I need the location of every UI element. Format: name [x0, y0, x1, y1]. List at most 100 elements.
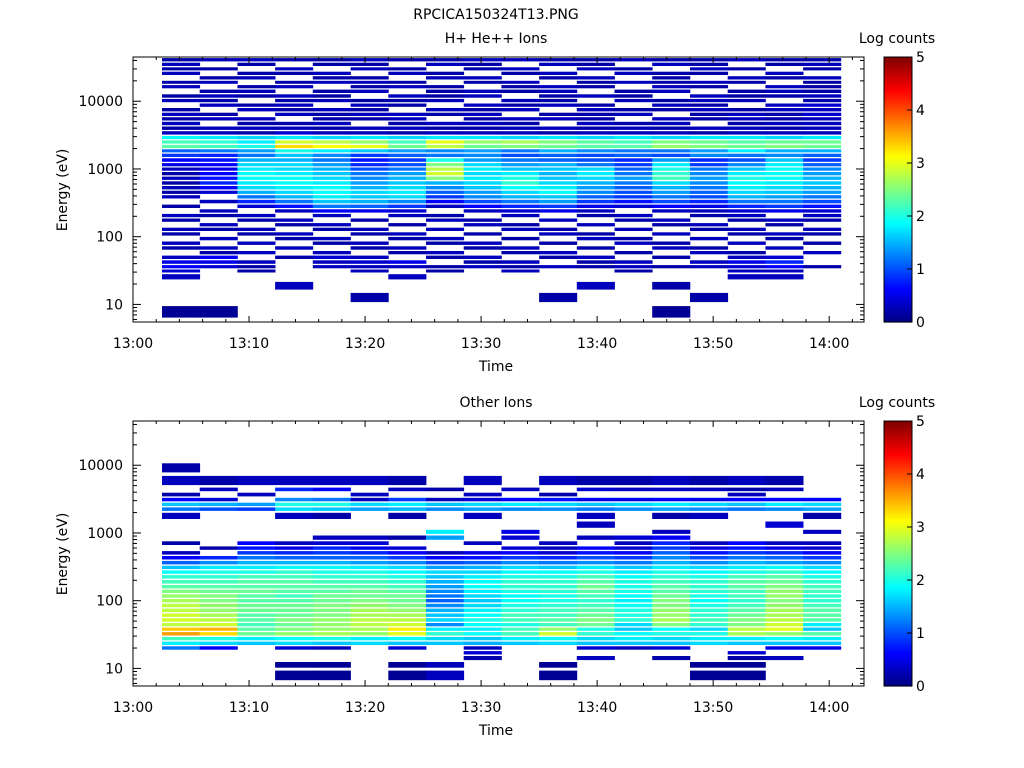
heatmap-cell [275, 627, 314, 631]
colorbar-segment [884, 542, 912, 546]
heatmap-cell [312, 209, 351, 213]
heatmap-cell [312, 487, 351, 492]
heatmap-cell [162, 58, 201, 62]
heatmap-cell [275, 103, 314, 107]
heatmap-cell [652, 627, 691, 631]
heatmap-cell [765, 603, 804, 608]
heatmap-cell [162, 131, 201, 135]
heatmap-cell [614, 580, 653, 584]
heatmap-cell [275, 172, 314, 176]
heatmap-cell [576, 108, 615, 112]
heatmap-cell [350, 265, 389, 269]
heatmap-cell [312, 475, 351, 486]
heatmap-cell [803, 589, 842, 593]
heatmap-cell [539, 497, 578, 502]
heatmap-cell [426, 529, 465, 534]
heatmap-cell [350, 599, 389, 603]
colorbar-segment [884, 588, 912, 592]
heatmap-cell [426, 140, 465, 144]
heatmap-cell [727, 149, 766, 153]
heatmap-cell [576, 103, 615, 107]
heatmap-cell [237, 492, 276, 497]
heatmap-cell [350, 117, 389, 121]
heatmap-cell [162, 463, 201, 473]
heatmap-cell [199, 117, 238, 121]
heatmap-cell [614, 632, 653, 636]
heatmap-cell [765, 71, 804, 75]
heatmap-cell [312, 497, 351, 502]
colorbar-segment [884, 291, 912, 294]
heatmap-cell [350, 58, 389, 62]
heatmap-cell [765, 58, 804, 62]
heatmap-cell [275, 135, 314, 140]
heatmap-cell [312, 94, 351, 98]
heatmap-cell [426, 632, 465, 636]
heatmap-cell [765, 167, 804, 171]
heatmap-cell [162, 126, 201, 130]
heatmap-cell [350, 541, 389, 545]
heatmap-cell [576, 512, 615, 519]
heatmap-cell [463, 560, 502, 565]
heatmap-cell [690, 608, 729, 613]
heatmap-cell [350, 218, 389, 222]
heatmap-cell [803, 126, 842, 130]
heatmap-cell [576, 181, 615, 185]
heatmap-cell [350, 641, 389, 645]
heatmap-cell [162, 186, 201, 190]
heatmap-cell [614, 570, 653, 574]
heatmap-cell [614, 560, 653, 565]
heatmap-cell [690, 613, 729, 617]
heatmap-cell [652, 613, 691, 617]
heatmap-cell [388, 507, 427, 511]
heatmap-cell [426, 85, 465, 89]
heatmap-cell [162, 260, 201, 264]
colorbar-segment [884, 520, 912, 524]
heatmap-cell [426, 135, 465, 140]
heatmap-cell [237, 149, 276, 153]
heatmap-cell [727, 632, 766, 636]
heatmap-cell [539, 636, 578, 641]
heatmap-cell [162, 627, 201, 631]
heatmap-cell [727, 186, 766, 190]
colorbar-segment [884, 151, 912, 155]
colorbar-label: Log counts [859, 31, 935, 47]
heatmap-cell [652, 594, 691, 598]
heatmap-cell [614, 140, 653, 144]
colorbar-segment [884, 491, 912, 495]
heatmap-cell [652, 551, 691, 555]
heatmap-cell [237, 232, 276, 236]
heatmap-cell [614, 589, 653, 593]
heatmap-cell [652, 507, 691, 511]
heatmap-cell [501, 158, 540, 162]
heatmap-cell [690, 223, 729, 227]
heatmap-cell [652, 121, 691, 126]
heatmap-cell [237, 144, 276, 149]
heatmap-cell [426, 176, 465, 180]
colorbar-segment [884, 644, 912, 647]
heatmap-cell [199, 67, 238, 71]
heatmap-cell [727, 492, 766, 497]
colorbar-segment [884, 191, 912, 195]
heatmap-cell [199, 632, 238, 636]
heatmap-cell [388, 80, 427, 84]
heatmap-cell [199, 94, 238, 98]
heatmap-cell [803, 149, 842, 153]
heatmap-cell [576, 112, 615, 116]
heatmap-cell [501, 108, 540, 112]
heatmap-cell [275, 623, 314, 627]
heatmap-cell [463, 636, 502, 641]
heatmap-cell [690, 589, 729, 593]
heatmap-cell [803, 103, 842, 107]
heatmap-cell [463, 176, 502, 180]
heatmap-cell [463, 580, 502, 584]
heatmap-cell [199, 246, 238, 250]
heatmap-cell [275, 551, 314, 555]
heatmap-cell [765, 121, 804, 126]
heatmap-cell [727, 213, 766, 218]
heatmap-cell [426, 167, 465, 171]
heatmap-cell [614, 575, 653, 579]
heatmap-cell [350, 190, 389, 194]
heatmap-cell [539, 585, 578, 589]
heatmap-cell [237, 121, 276, 126]
heatmap-cell [501, 58, 540, 62]
